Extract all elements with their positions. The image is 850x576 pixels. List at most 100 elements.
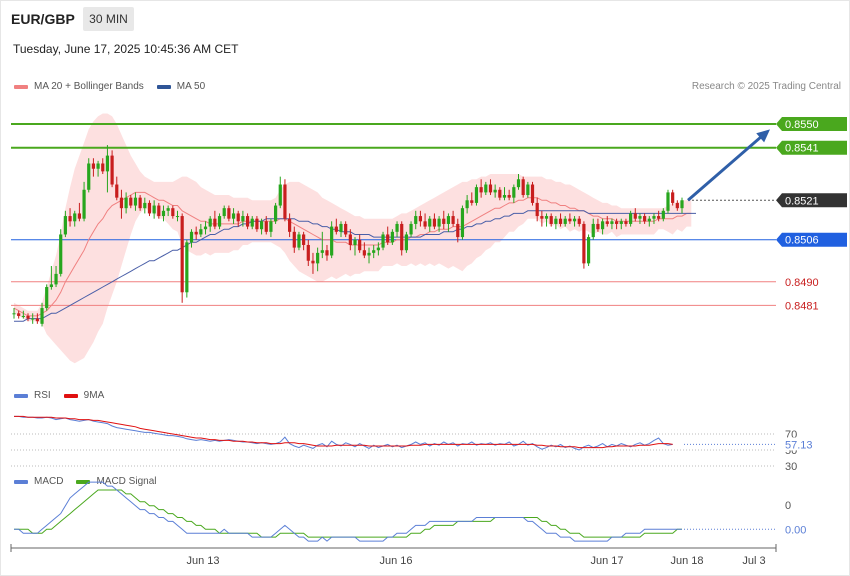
candle-body: [110, 155, 114, 185]
candle: [283, 179, 287, 222]
candle: [241, 210, 245, 227]
candle-body: [330, 226, 334, 256]
candle: [189, 229, 194, 248]
candle-body: [255, 218, 259, 230]
candle: [549, 213, 553, 227]
level-tag-0.8506: [776, 232, 847, 247]
candle: [442, 210, 446, 230]
candle: [157, 202, 161, 219]
candle: [615, 218, 619, 230]
candle-body: [157, 205, 161, 217]
candle: [535, 197, 539, 222]
candle: [610, 218, 614, 230]
candle: [348, 229, 352, 251]
candle: [437, 216, 441, 232]
rsi-ma-line: [14, 415, 673, 449]
candle-body: [572, 218, 577, 222]
candle-body: [456, 223, 460, 238]
candle: [362, 242, 366, 259]
candle-body: [344, 223, 348, 235]
timeframe-badge[interactable]: 30 MIN: [83, 7, 134, 31]
candle-body: [643, 216, 647, 222]
candle: [161, 205, 166, 222]
price-panel: 0.8550 0.8541 0.8521 0.8506 0.8490 0.8481: [11, 113, 847, 364]
candle-body: [35, 318, 39, 322]
candle: [222, 205, 226, 219]
legend-label-rsi-ma: 9MA: [83, 390, 105, 401]
candle: [96, 160, 100, 177]
candle: [671, 189, 675, 206]
candle: [292, 226, 296, 253]
candle: [638, 213, 642, 224]
candle-body: [474, 187, 479, 203]
candle-body: [404, 234, 408, 251]
candle-body: [549, 216, 553, 224]
candle: [217, 213, 222, 230]
candle-body: [180, 216, 184, 293]
candle: [530, 181, 535, 206]
candle: [147, 200, 152, 217]
candle-body: [484, 184, 488, 193]
level-label-0.8490: 0.8490: [785, 277, 819, 289]
candle: [288, 213, 292, 238]
candle-body: [124, 197, 128, 209]
candle-body: [479, 187, 483, 193]
candle: [110, 150, 114, 188]
macd-legend: MACD MACD Signal: [14, 476, 169, 487]
candle-body: [278, 184, 282, 206]
x-tick-label: Jun 18: [670, 555, 703, 567]
candle-body: [73, 213, 77, 222]
candle-body: [54, 273, 58, 285]
macd-level-label-0: 0: [785, 500, 791, 512]
candle: [344, 221, 348, 238]
candle: [493, 184, 497, 198]
candle-body: [661, 210, 665, 219]
candle-body: [554, 218, 558, 224]
candle: [521, 176, 525, 198]
candle-body: [12, 313, 16, 315]
candle-body: [367, 252, 371, 256]
rsi-level-label-30: 30: [785, 461, 797, 473]
candle-body: [657, 216, 661, 219]
candle: [680, 197, 684, 214]
candle-body: [652, 216, 656, 219]
legend-label-ma50: MA 50: [176, 81, 206, 92]
candle-body: [231, 213, 236, 219]
candle: [49, 266, 53, 290]
candle: [596, 218, 600, 232]
candle: [516, 174, 521, 190]
candle: [297, 231, 301, 251]
candle-body: [493, 189, 497, 193]
candle-body: [671, 192, 675, 203]
candle: [572, 216, 577, 227]
legend-label-ma20: MA 20 + Bollinger Bands: [34, 81, 144, 92]
candle: [63, 210, 67, 238]
candle-body: [512, 187, 516, 198]
candle-body: [418, 216, 423, 222]
bollinger-band: [14, 113, 692, 364]
candle-body: [615, 221, 619, 224]
candle-body: [596, 223, 600, 230]
projection-arrow: [687, 133, 765, 202]
candle-body: [213, 218, 217, 227]
candle-body: [465, 200, 469, 209]
candle: [386, 226, 390, 245]
candle: [68, 208, 72, 227]
candle-body: [530, 184, 535, 203]
candle: [479, 179, 483, 198]
candle-body: [488, 184, 493, 193]
candle: [73, 210, 77, 227]
candle: [231, 208, 236, 224]
candle: [563, 216, 567, 227]
candle: [629, 210, 633, 227]
candle-body: [269, 221, 273, 232]
candle-body: [40, 308, 44, 324]
candle-body: [675, 202, 679, 209]
legend-item-macd-signal: MACD Signal: [76, 476, 156, 487]
candle: [507, 189, 511, 201]
candle: [175, 210, 180, 222]
legend-item-rsi: RSI: [14, 390, 51, 401]
candle: [259, 218, 264, 235]
candle: [87, 158, 91, 193]
